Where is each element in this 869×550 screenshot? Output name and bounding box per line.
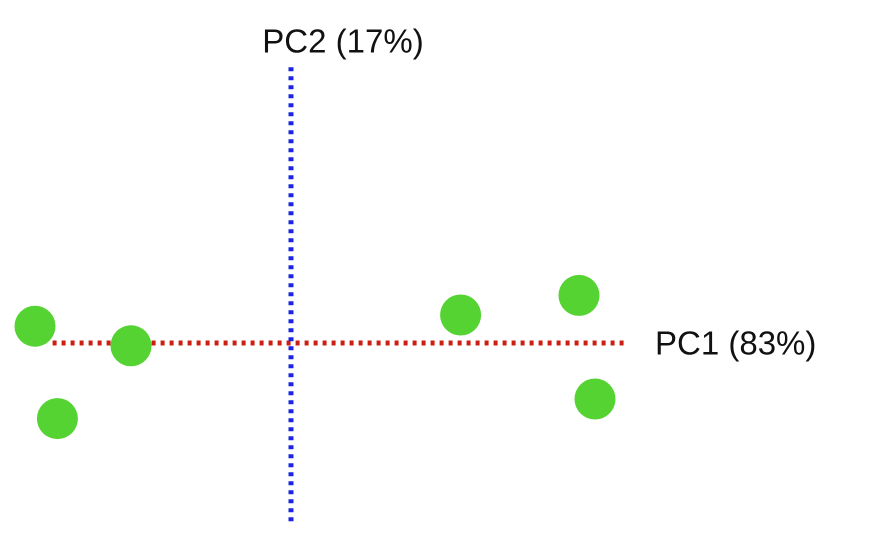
scatter-point-3 (36, 398, 78, 440)
scatter-point-6 (574, 378, 616, 420)
axes (52, 67, 624, 525)
scatter-point-2 (110, 325, 152, 367)
scatter-point-1 (14, 305, 56, 347)
x-axis-label: PC1 (83%) (655, 325, 816, 362)
scatter-point-4 (440, 294, 482, 336)
data-points (14, 274, 616, 440)
y-axis-label: PC2 (17%) (262, 23, 423, 60)
scatter-point-5 (558, 274, 600, 316)
